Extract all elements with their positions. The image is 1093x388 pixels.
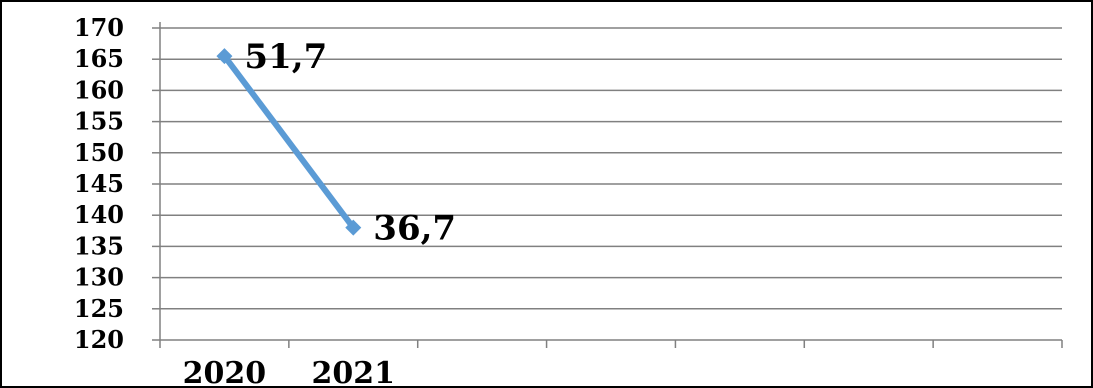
data-marker-2020 — [216, 48, 233, 65]
gridlines — [160, 27, 1062, 310]
y-tick-label-130: 130 — [74, 263, 124, 292]
x-tick-label-2021: 2021 — [312, 356, 396, 388]
data-labels: 51,7 36,7 — [244, 37, 456, 249]
data-label-2021: 36,7 — [373, 209, 456, 249]
y-tick-label-145: 145 — [74, 169, 124, 198]
data-label-2020: 51,7 — [244, 37, 327, 77]
y-tick-label-135: 135 — [74, 231, 124, 260]
x-axis-tick-labels: 2020 2021 — [183, 356, 395, 388]
y-tick-label-160: 160 — [74, 75, 124, 104]
axes — [152, 22, 1063, 348]
series-line-0 — [222, 54, 356, 230]
x-tick-label-2020: 2020 — [183, 356, 267, 388]
y-tick-label-120: 120 — [74, 325, 124, 354]
y-tick-label-140: 140 — [74, 200, 124, 229]
data-marker-2021 — [345, 219, 362, 236]
series-line-layer — [216, 48, 362, 236]
y-tick-label-155: 155 — [74, 107, 124, 136]
y-tick-label-165: 165 — [74, 44, 124, 73]
y-tick-label-125: 125 — [74, 294, 124, 323]
y-tick-label-150: 150 — [74, 138, 124, 167]
y-tick-label-170: 170 — [74, 13, 124, 42]
